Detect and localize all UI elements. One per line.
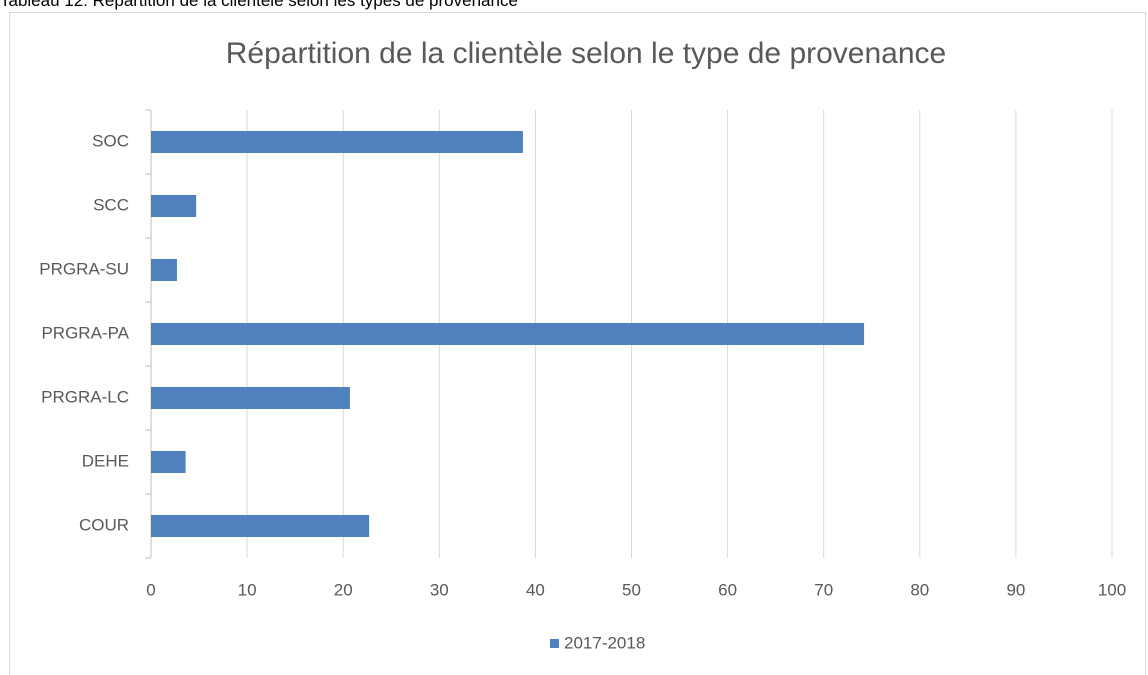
legend-swatch: [550, 639, 559, 648]
bar: [151, 451, 186, 473]
bar: [151, 515, 370, 537]
y-tick-label: PRGRA-LC: [41, 387, 129, 406]
y-tick-label: COUR: [79, 515, 129, 534]
bar: [151, 259, 177, 281]
x-tick-label: 10: [238, 580, 257, 599]
bar: [151, 387, 350, 409]
y-tick-label: SCC: [93, 195, 129, 214]
bar: [151, 195, 197, 217]
x-tick-label: 100: [1098, 580, 1126, 599]
y-tick-label: PRGRA-PA: [41, 323, 129, 342]
bar: [151, 323, 865, 345]
x-tick-label: 80: [910, 580, 929, 599]
legend-label: 2017-2018: [564, 633, 645, 652]
caption: Tableau 12: Répartition de la clientèle …: [0, 0, 518, 10]
x-tick-label: 60: [718, 580, 737, 599]
x-tick-label: 90: [1006, 580, 1025, 599]
x-tick-label: 70: [814, 580, 833, 599]
bar: [151, 131, 523, 153]
y-tick-label: DEHE: [82, 451, 129, 470]
x-tick-label: 0: [146, 580, 155, 599]
x-tick-label: 40: [526, 580, 545, 599]
y-tick-label: PRGRA-SU: [39, 259, 129, 278]
y-tick-label: SOC: [92, 131, 129, 150]
chart-title: Répartition de la clientèle selon le typ…: [226, 37, 946, 70]
x-tick-label: 30: [430, 580, 449, 599]
x-tick-label: 20: [334, 580, 353, 599]
x-tick-label: 50: [622, 580, 641, 599]
